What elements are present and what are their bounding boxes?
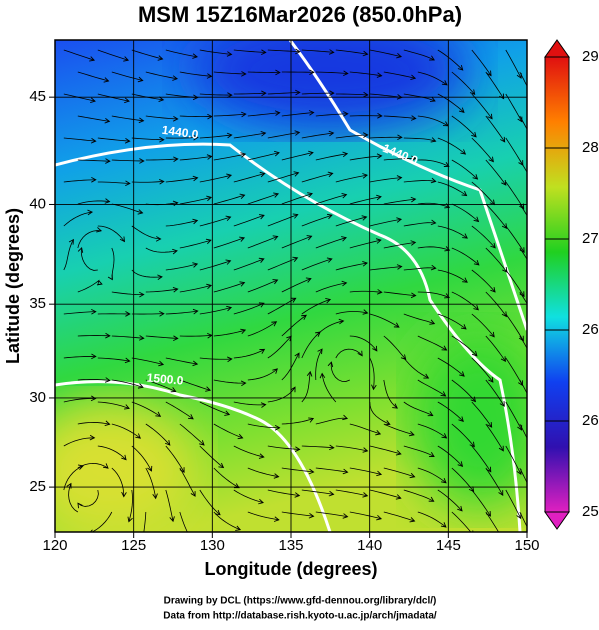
- colorbar-tick-label: 293: [582, 48, 599, 65]
- colorbar-tick-label: 277: [582, 230, 599, 247]
- y-tick-label: 30: [29, 389, 46, 406]
- colorbar-min-arrow: [545, 512, 569, 529]
- y-tick-label: 40: [29, 195, 46, 212]
- chart-title: MSM 15Z16Mar2026 (850.0hPa): [138, 2, 462, 27]
- x-tick-label: 125: [121, 537, 146, 554]
- arrowhead: [499, 534, 503, 539]
- arrowhead: [531, 359, 535, 364]
- x-tick-label: 145: [436, 537, 461, 554]
- arrowhead: [530, 448, 534, 453]
- y-tick-label: 35: [29, 295, 46, 312]
- arrowhead: [532, 270, 536, 275]
- x-tick-label: 120: [42, 537, 67, 554]
- arrowhead: [530, 96, 534, 101]
- arrowhead: [532, 226, 536, 231]
- colorbar-tick-label: 261: [582, 412, 599, 429]
- x-axis-label: Longitude (degrees): [204, 559, 377, 579]
- x-tick-label: 135: [278, 537, 303, 554]
- y-axis-label: Latitude (degrees): [3, 208, 23, 364]
- colorbar-tick-label: 253: [582, 503, 599, 520]
- arrowhead: [188, 536, 193, 541]
- x-tick-label: 140: [357, 537, 382, 554]
- x-tick-label: 150: [514, 537, 539, 554]
- arrowhead: [532, 183, 536, 188]
- y-tick-label: 25: [29, 478, 46, 495]
- arrowhead: [532, 314, 536, 319]
- x-tick-label: 130: [200, 537, 225, 554]
- footer-line: Drawing by DCL (https://www.gfd-dennou.o…: [164, 596, 437, 607]
- arrowhead: [531, 139, 535, 144]
- footer-line: Data from http://database.rish.kyoto-u.a…: [163, 611, 437, 622]
- y-tick-label: 45: [29, 88, 46, 105]
- arrowhead: [530, 492, 534, 497]
- colorbar: [545, 57, 569, 512]
- field: [20, 10, 550, 544]
- colorbar-tick-label: 285: [582, 139, 599, 156]
- colorbar-tick-label: 269: [582, 321, 599, 338]
- colorbar-max-arrow: [545, 40, 569, 57]
- arrowhead: [531, 403, 535, 408]
